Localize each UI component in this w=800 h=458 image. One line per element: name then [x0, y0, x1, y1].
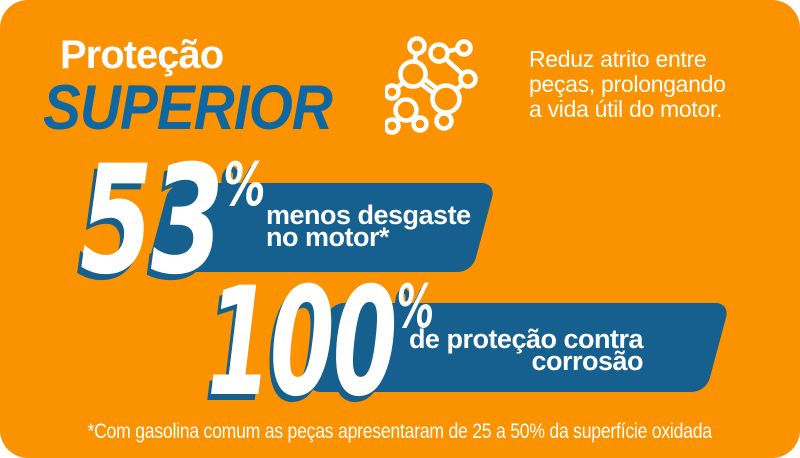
stat-label-line: menos desgaste: [266, 200, 471, 230]
molecule-icon: [385, 36, 478, 135]
benefit-line: peças, prolongando: [529, 71, 726, 97]
benefit-text: Reduz atrito entre peças, prolongando a …: [529, 47, 759, 122]
stat-number: 100: [207, 256, 397, 430]
stat-label-line: no motor*: [266, 222, 389, 252]
benefit-line: Reduz atrito entre: [529, 46, 707, 72]
title-protecao: Proteção: [60, 33, 224, 77]
stat-value-100: 100%: [207, 268, 434, 418]
benefit-line: a vida útil do motor.: [529, 96, 723, 122]
footnote: *Com gasolina comum as peças apresentara…: [0, 420, 800, 444]
stat-label-line: de proteção contra: [408, 324, 644, 354]
stat-number: 53: [80, 134, 224, 308]
stat-label-line: corrosão: [531, 346, 643, 376]
title-superior: SUPERIOR: [43, 73, 333, 143]
stat-label-corrosion: de proteção contra corrosão: [408, 324, 644, 376]
percent-sign: %: [223, 150, 265, 220]
footnote-text: *Com gasolina comum as peças apresentara…: [87, 420, 713, 443]
percent-sign: %: [396, 272, 434, 342]
stat-value-53: 53%: [80, 146, 265, 296]
stat-label-wear: menos desgaste no motor*: [266, 200, 471, 252]
